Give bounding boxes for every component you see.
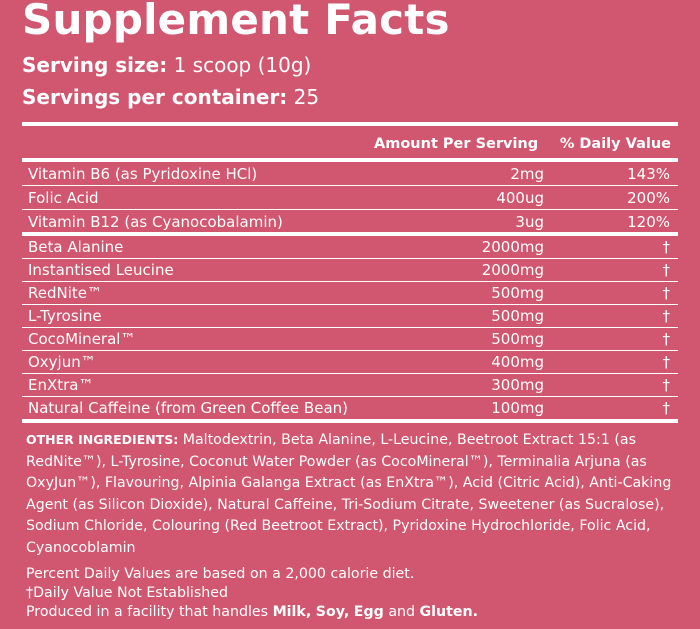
row-name: Natural Caffeine (from Green Coffee Bean… [28,399,348,417]
row-amount: 3ug [515,213,544,231]
row-divider [22,373,678,374]
row-amount: 300mg [491,376,544,394]
row-name: Oxyjun™ [28,353,96,371]
row-amount: 400mg [491,353,544,371]
table-row-enxtra: EnXtra™ 300mg † [22,373,678,397]
row-daily-value: † [662,353,671,371]
allergen-egg: Egg [353,604,384,620]
row-daily-value: 120% [627,213,670,231]
row-divider [22,281,678,282]
footnote-allergens: Produced in a facility that handles Milk… [26,603,676,622]
allergen-and: and [388,604,416,620]
other-ingredients-text: Maltodextrin, Beta Alanine, L-Leucine, B… [26,432,672,556]
table-row-l-tyrosine: L-Tyrosine 500mg † [22,304,678,328]
row-daily-value: † [662,376,671,394]
row-name: L-Tyrosine [28,307,102,325]
table-row-cocomineral: CocoMineral™ 500mg † [22,327,678,351]
row-daily-value: † [662,261,671,279]
row-name: Folic Acid [28,189,99,207]
divider-thick-bottom [22,419,678,423]
table-row-beta-alanine: Beta Alanine 2000mg † [22,235,678,259]
divider-thick-top [22,122,678,126]
row-amount: 400ug [496,189,544,207]
serving-size: Serving size: 1 scoop (10g) [22,52,311,78]
table-row-vitamin-b6: Vitamin B6 (as Pyridoxine HCl) 2mg 143% [22,162,678,186]
footnotes: Percent Daily Values are based on a 2,00… [26,565,676,622]
allergen-prefix: Produced in a facility that handles [26,604,273,620]
row-name: Vitamin B6 (as Pyridoxine HCl) [28,165,258,183]
serving-size-value: 1 scoop (10g) [173,53,312,77]
row-name: Instantised Leucine [28,261,174,279]
row-name: Beta Alanine [28,238,124,256]
table-row-folic-acid: Folic Acid 400ug 200% [22,186,678,210]
table-row-natural-caffeine: Natural Caffeine (from Green Coffee Bean… [22,396,678,420]
row-amount: 500mg [491,330,544,348]
row-amount: 2mg [510,165,544,183]
row-divider [22,396,678,397]
row-name: RedNite™ [28,284,102,302]
row-daily-value: † [662,238,671,256]
footnote-daily-values: Percent Daily Values are based on a 2,00… [26,566,415,582]
allergen-soy: Soy, [315,604,350,620]
table-row-vitamin-b12: Vitamin B12 (as Cyanocobalamin) 3ug 120% [22,210,678,234]
divider-thick-header [22,158,678,162]
row-amount: 100mg [491,399,544,417]
row-divider [22,185,678,186]
row-divider [22,209,678,210]
footnote-not-established: †Daily Value Not Established [26,585,228,601]
row-divider [22,350,678,351]
table-row-rednite: RedNite™ 500mg † [22,281,678,305]
row-amount: 2000mg [481,238,544,256]
other-ingredients-label: OTHER INGREDIENTS: [26,432,179,447]
allergen-gluten: Gluten. [419,604,479,620]
row-amount: 500mg [491,284,544,302]
row-amount: 2000mg [481,261,544,279]
row-name: Vitamin B12 (as Cyanocobalamin) [28,213,283,231]
panel-title: Supplement Facts [22,0,450,44]
servings-per-container-label: Servings per container: [22,85,288,109]
row-daily-value: 143% [627,165,670,183]
row-name: CocoMineral™ [28,330,136,348]
row-daily-value: † [662,399,671,417]
serving-size-label: Serving size: [22,53,168,77]
servings-per-container-value: 25 [293,85,320,109]
other-ingredients: OTHER INGREDIENTS: Maltodextrin, Beta Al… [26,429,676,560]
row-daily-value: 200% [627,189,670,207]
row-divider [22,258,678,259]
servings-per-container: Servings per container: 25 [22,84,319,110]
table-row-instantised-leucine: Instantised Leucine 2000mg † [22,258,678,282]
row-name: EnXtra™ [28,376,94,394]
row-divider [22,304,678,305]
row-daily-value: † [662,284,671,302]
row-amount: 500mg [491,307,544,325]
row-divider [22,327,678,328]
divider-thick-middle [22,232,678,236]
row-daily-value: † [662,330,671,348]
allergen-milk: Milk, [272,604,312,620]
row-daily-value: † [662,307,671,325]
table-row-oxyjun: Oxyjun™ 400mg † [22,350,678,374]
header-daily-value: % Daily Value [559,136,671,152]
header-amount-per-serving: Amount Per Serving [374,136,539,152]
